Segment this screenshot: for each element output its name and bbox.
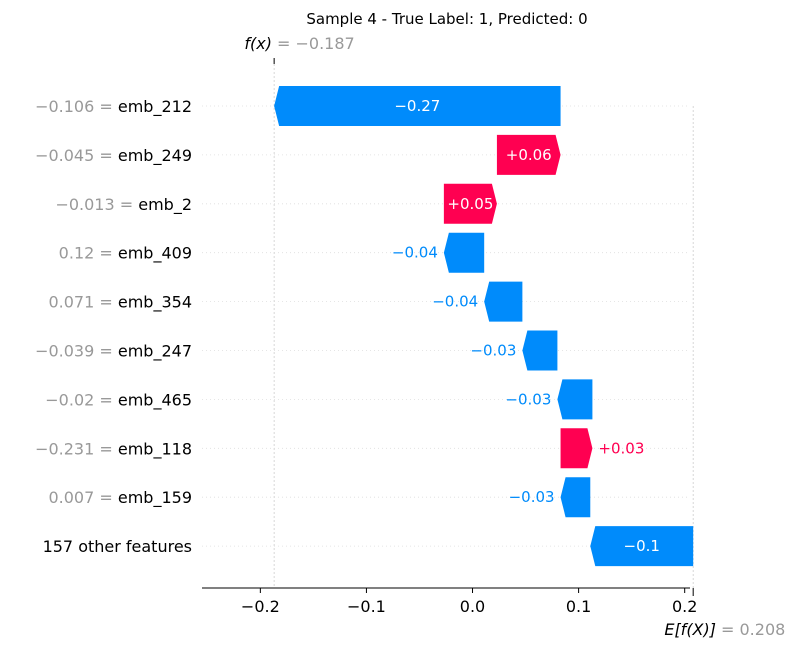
feature-name: emb_465 [118,390,192,410]
bars-layer: −0.27 +0.06 +0.05 −0.04 −0.04 −0.03 −0.03 +0.03… [274,86,694,567]
feature-value: −0.045 = [35,146,118,165]
feature-value: −0.02 = [45,390,118,409]
feature-name: emb_409 [118,244,192,264]
feature-value: −0.231 = [35,439,118,458]
x-tick-label: 0.2 [672,597,697,616]
x-tick-label: 0.1 [566,597,591,616]
feature-value: 0.12 = [59,244,118,263]
feature-label: −0.106 = emb_212 [35,97,192,117]
feature-label: −0.013 = emb_2 [55,195,192,215]
bar-value-label: −0.04 [392,244,438,262]
bar-negative [522,330,558,371]
bar-positive [496,134,561,175]
feature-name: emb_247 [118,342,192,362]
grid-layer [202,58,694,588]
bar-negative [443,232,485,273]
x-tick-label: 0.0 [460,597,485,616]
bar-negative [274,86,561,126]
feature-name: emb_118 [118,439,192,459]
bar-value-label: −0.03 [509,488,555,506]
fx-label: f(x) [244,34,272,53]
feature-labels: −0.106 = emb_212 −0.045 = emb_249 −0.013 =… [35,97,192,556]
feature-value: 0.007 = [48,488,117,507]
ex-label: E[f(X)] [664,620,716,639]
bar-negative [590,526,694,567]
feature-label: 157 other features [43,537,192,556]
bar-value-label: +0.05 [447,195,493,213]
feature-name: 157 other features [43,537,192,556]
bar-negative [557,379,593,420]
feature-label: −0.231 = emb_118 [35,439,192,459]
bar-positive [443,183,497,224]
ex-value: = 0.208 [721,620,785,639]
feature-label: 0.071 = emb_354 [48,293,192,313]
feature-name: emb_212 [118,97,192,117]
bar-value-label: −0.04 [432,293,478,311]
feature-label: 0.12 = emb_409 [59,244,192,264]
bar-value-label: −0.27 [394,97,440,115]
bar-value-label: +0.03 [598,439,644,457]
feature-name: emb_159 [118,488,192,508]
feature-value: −0.013 = [55,195,138,214]
bar-negative [484,281,523,322]
feature-name: emb_2 [138,195,192,215]
feature-value: 0.071 = [48,293,117,312]
feature-value: −0.106 = [35,97,118,116]
feature-name: emb_354 [118,293,192,313]
chart-title: Sample 4 - True Label: 1, Predicted: 0 [306,10,587,28]
bar-value-label: −0.1 [624,537,660,555]
bar-positive [560,428,593,469]
x-axis: −0.2 −0.1 0.0 0.1 0.2 [202,587,697,616]
feature-label: −0.045 = emb_249 [35,146,192,166]
bar-value-label: −0.03 [505,390,551,408]
feature-value: −0.039 = [35,342,118,361]
feature-name: emb_249 [118,146,192,166]
x-tick-label: −0.2 [241,597,280,616]
ex-annotation: E[f(X)] = 0.208 [664,620,785,639]
x-tick-label: −0.1 [347,597,386,616]
bar-value-label: −0.03 [470,342,516,360]
bar-value-label: +0.06 [506,146,552,164]
bar-negative [560,477,591,518]
feature-label: 0.007 = emb_159 [48,488,192,508]
feature-label: −0.039 = emb_247 [35,342,192,362]
feature-label: −0.02 = emb_465 [45,390,192,410]
fx-annotation: f(x) = −0.187 [244,34,354,53]
fx-value: = −0.187 [277,34,355,53]
